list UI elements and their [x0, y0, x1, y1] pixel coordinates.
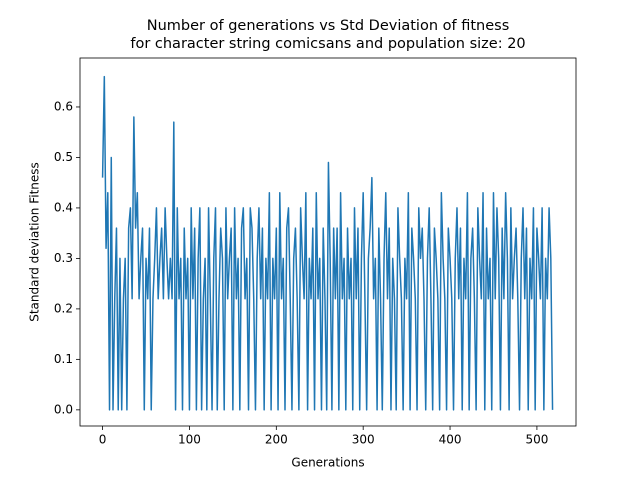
chart-title: Number of generations vs Std Deviation o… [147, 18, 510, 34]
y-tick-label: 0.4 [54, 200, 73, 214]
y-tick-label: 0.1 [54, 352, 73, 366]
y-tick-label: 0.2 [54, 301, 73, 315]
y-axis-label: Standard deviation Fitness [28, 162, 42, 322]
y-tick-label: 0.5 [54, 150, 73, 164]
x-tick-label: 200 [265, 433, 288, 447]
chart-subtitle: for character string comicsans and popul… [130, 36, 525, 52]
x-tick-label: 100 [178, 433, 201, 447]
x-axis-label: Generations [291, 456, 364, 470]
data-line [101, 75, 554, 411]
x-tick-label: 400 [439, 433, 462, 447]
x-tick-label: 500 [525, 433, 548, 447]
x-tick-label: 0 [99, 433, 107, 447]
y-tick-label: 0.3 [54, 251, 73, 265]
y-tick-label: 0.0 [54, 402, 73, 416]
x-tick-label: 300 [352, 433, 375, 447]
y-tick-label: 0.6 [54, 99, 73, 113]
plot-frame [79, 57, 577, 427]
